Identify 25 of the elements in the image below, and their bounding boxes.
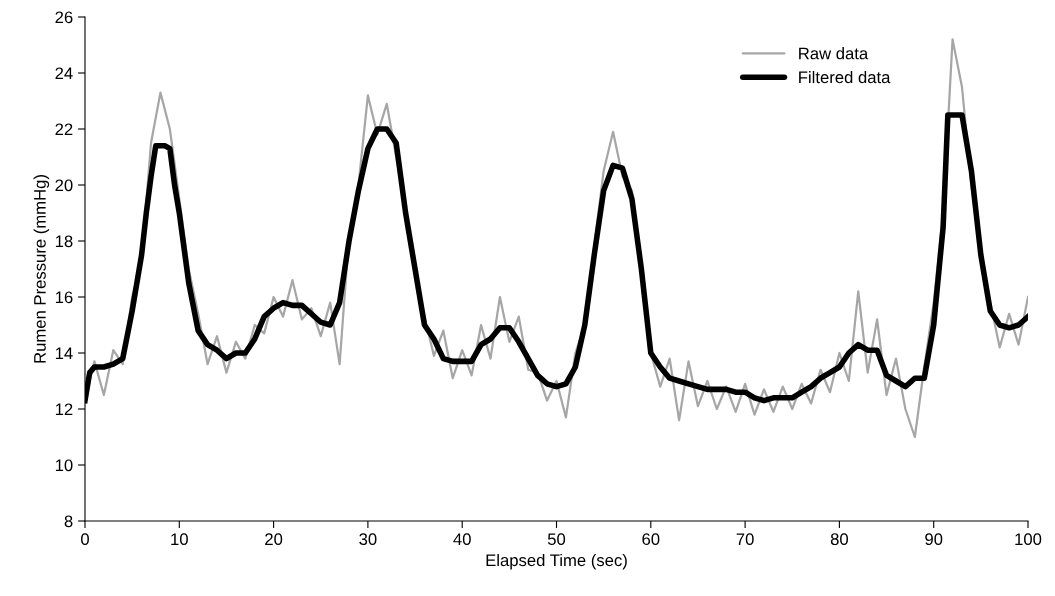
legend-label: Raw data [799, 47, 869, 60]
x-tick-label: 30 [359, 533, 377, 546]
y-axis-title: Rumen Pressure (mmHg) [33, 175, 50, 363]
y-tick-label: 16 [55, 291, 73, 304]
x-tick-label: 10 [171, 533, 188, 546]
y-tick-label: 20 [55, 179, 73, 192]
x-tick-label: 20 [265, 533, 283, 546]
x-tick-label: 40 [453, 533, 471, 546]
y-tick-label: 12 [55, 403, 73, 416]
y-tick-label: 14 [55, 347, 73, 360]
x-tick-label: 60 [642, 533, 660, 546]
y-tick-label: 10 [55, 459, 73, 472]
x-tick-label: 50 [547, 533, 566, 546]
x-tick-label: 100 [1015, 533, 1042, 546]
y-tick-label: 18 [55, 235, 73, 248]
y-tick-label: 8 [64, 515, 73, 528]
legend-label: Filtered data [799, 70, 891, 84]
x-tick-label: 80 [830, 533, 849, 546]
x-tick-label: 0 [81, 533, 89, 546]
x-tick-label: 70 [736, 533, 754, 546]
y-tick-label: 22 [55, 123, 73, 136]
x-tick-label: 90 [925, 533, 943, 546]
y-tick-label: 26 [55, 11, 73, 24]
y-tick-label: 24 [55, 67, 73, 80]
x-axis-title: Elapsed Time (sec) [486, 553, 627, 570]
